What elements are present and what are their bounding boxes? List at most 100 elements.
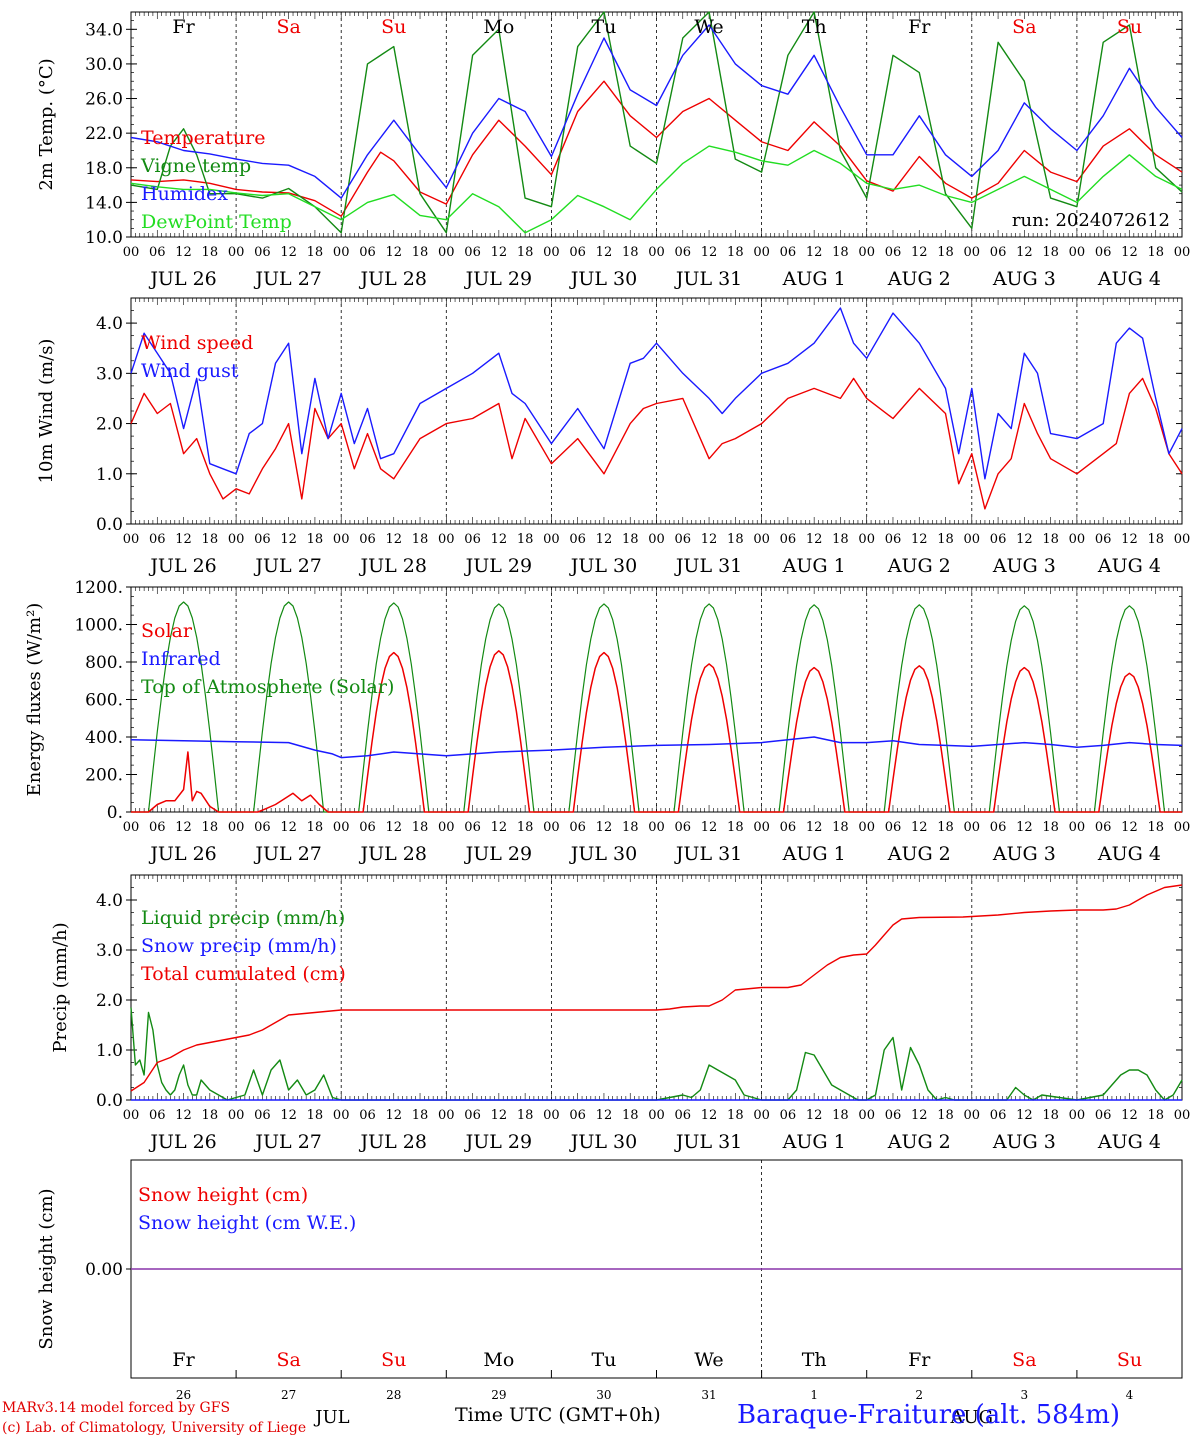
- hour-tick-label: 18: [622, 532, 639, 547]
- date-label: AUG 1: [782, 268, 846, 290]
- hour-tick-label: 12: [911, 1108, 928, 1123]
- hour-tick-label: 00: [753, 532, 770, 547]
- series-line-temperature: [130, 80, 1183, 217]
- hour-tick-label: 12: [491, 245, 508, 260]
- date-label: JUL 31: [674, 1131, 742, 1153]
- date-label: JUL 27: [253, 843, 321, 865]
- series-line-toa-solar: [551, 603, 657, 813]
- hour-tick-label: 18: [832, 820, 849, 835]
- y-tick-label: 0.0: [96, 1091, 123, 1111]
- hour-tick-label: 18: [202, 820, 219, 835]
- y-tick-label: 10.0: [85, 228, 123, 248]
- series-line-solar: [551, 651, 657, 813]
- hour-tick-label: 12: [701, 1108, 718, 1123]
- legend-entry: Snow precip (mm/h): [141, 935, 337, 957]
- hour-tick-label: 06: [464, 1108, 481, 1123]
- legend-entry: Total cumulated (cm): [141, 963, 346, 985]
- plot-frame: [130, 11, 1183, 238]
- hour-tick-label: 06: [464, 532, 481, 547]
- hour-tick-label: 18: [937, 1108, 954, 1123]
- day-number-label: 26: [176, 1388, 191, 1402]
- y-tick-label: 1000.: [74, 616, 123, 636]
- hour-tick-label: 00: [1174, 1108, 1191, 1123]
- date-label: JUL 30: [569, 843, 637, 865]
- y-tick-label: 2.0: [96, 991, 123, 1011]
- series-line-solar: [341, 651, 447, 813]
- hour-tick-label: 00: [228, 1108, 245, 1123]
- date-label: AUG 4: [1097, 555, 1161, 577]
- weekday-label: Sa: [276, 16, 300, 38]
- panel-snow: 0.00 Snow height (cm) Snow height (cm) Snow…: [36, 1159, 1183, 1428]
- hour-tick-label: 06: [990, 532, 1007, 547]
- hour-tick-label: 18: [1042, 1108, 1059, 1123]
- lab-credit: (c) Lab. of Climatology, University of L…: [2, 1420, 307, 1436]
- hour-tick-label: 00: [123, 1108, 140, 1123]
- series-line-toa-solar: [446, 603, 552, 813]
- date-label: JUL 27: [253, 1131, 321, 1153]
- hour-tick-label: 18: [727, 245, 744, 260]
- y-tick-label: 34.0: [85, 20, 123, 40]
- hour-tick-label: 00: [858, 245, 875, 260]
- weekday-label: We: [694, 1349, 723, 1371]
- date-label: AUG 2: [887, 843, 951, 865]
- y-tick-label: 18.0: [85, 159, 123, 179]
- date-label: JUL 26: [148, 268, 216, 290]
- hour-tick-label: 18: [832, 532, 849, 547]
- hour-tick-label: 00: [753, 1108, 770, 1123]
- hour-tick-label: 00: [1069, 1108, 1086, 1123]
- hour-tick-label: 06: [569, 532, 586, 547]
- date-label: JUL 29: [464, 843, 532, 865]
- hour-tick-label: 12: [1121, 532, 1138, 547]
- weekday-label: We: [694, 16, 723, 38]
- hour-tick-label: 00: [964, 820, 981, 835]
- hour-tick-label: 18: [307, 1108, 324, 1123]
- hour-tick-label: 18: [1042, 532, 1059, 547]
- hour-tick-label: 06: [1095, 532, 1112, 547]
- y-tick-label: 600.: [85, 691, 123, 711]
- legend-entry: Humidex: [141, 183, 228, 205]
- hour-tick-label: 18: [937, 532, 954, 547]
- date-label: AUG 3: [992, 268, 1056, 290]
- y-tick-label: 3.0: [96, 364, 123, 384]
- month-label: JUL: [313, 1407, 349, 1428]
- date-label: JUL 30: [569, 268, 637, 290]
- y-axis-label: 10m Wind (m/s): [36, 339, 57, 484]
- day-number-label: 29: [491, 1388, 506, 1402]
- weekday-label: Su: [1117, 1349, 1142, 1371]
- date-label: JUL 28: [359, 555, 427, 577]
- hour-tick-label: 00: [333, 532, 350, 547]
- date-label: AUG 4: [1097, 268, 1161, 290]
- hour-tick-label: 06: [885, 245, 902, 260]
- hour-tick-label: 06: [254, 1108, 271, 1123]
- hour-tick-label: 12: [175, 245, 192, 260]
- hour-tick-label: 06: [780, 245, 797, 260]
- hour-tick-label: 18: [727, 1108, 744, 1123]
- hour-tick-label: 06: [149, 245, 166, 260]
- hour-tick-label: 12: [596, 532, 613, 547]
- date-label: JUL 30: [569, 555, 637, 577]
- series-line-solar: [446, 650, 552, 813]
- day-number-label: 28: [386, 1388, 401, 1402]
- hour-tick-label: 12: [1121, 820, 1138, 835]
- hour-tick-label: 18: [1147, 1108, 1164, 1123]
- hour-tick-label: 06: [254, 245, 271, 260]
- hour-tick-label: 00: [858, 532, 875, 547]
- hour-tick-label: 06: [675, 245, 692, 260]
- weekday-label: Fr: [908, 1349, 931, 1371]
- date-label: AUG 3: [992, 843, 1056, 865]
- date-label: JUL 31: [674, 555, 742, 577]
- legend-entry: DewPoint Temp: [141, 211, 292, 233]
- weekday-label: Sa: [1012, 16, 1036, 38]
- hour-tick-label: 00: [858, 1108, 875, 1123]
- hour-tick-label: 00: [964, 532, 981, 547]
- hour-tick-label: 18: [202, 532, 219, 547]
- series-line-total-cumulated-cm-: [130, 884, 1183, 1092]
- series-line-solar: [236, 792, 342, 813]
- date-label: JUL 29: [464, 268, 532, 290]
- hour-tick-label: 12: [175, 820, 192, 835]
- y-tick-label: 0.00: [85, 1260, 123, 1280]
- weekday-label: Su: [381, 16, 406, 38]
- panel-energy: 00 06 12 18 JUL 26 00 06 12 18 JUL 27 00 06 12 18 JUL …: [24, 578, 1190, 865]
- date-label: JUL 31: [674, 268, 742, 290]
- hour-tick-label: 12: [385, 245, 402, 260]
